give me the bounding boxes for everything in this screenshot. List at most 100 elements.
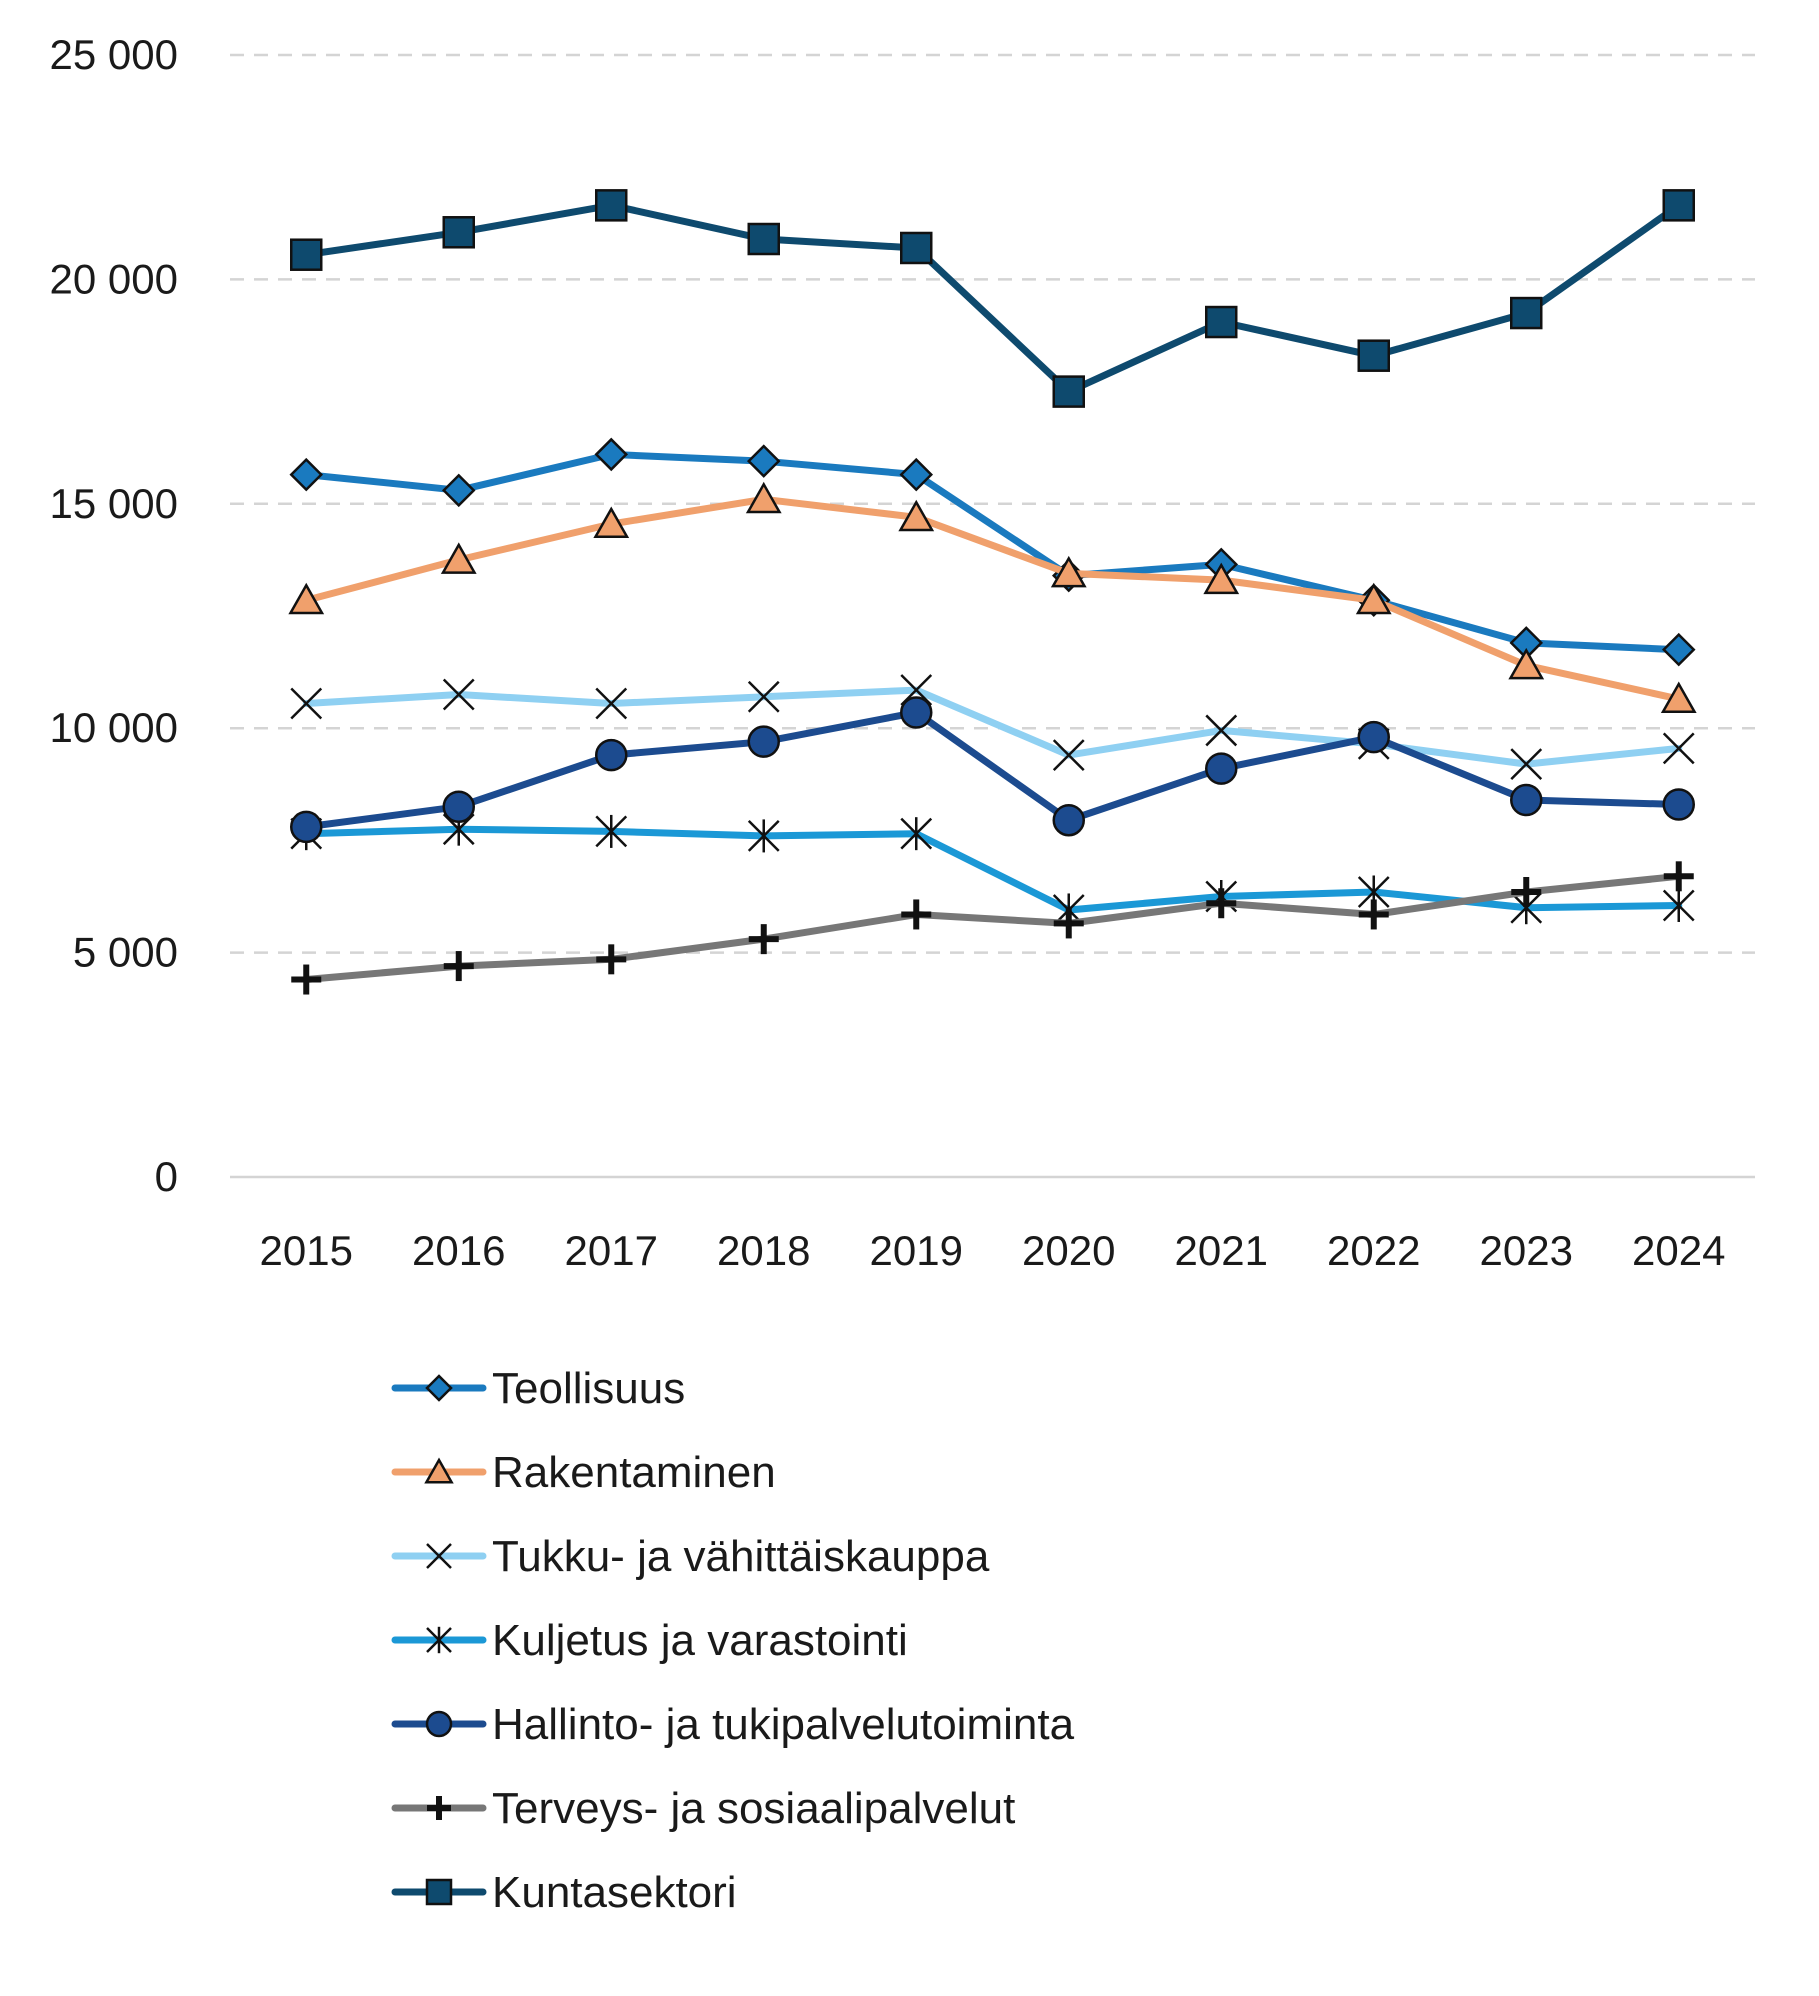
data-point [443,951,474,982]
x-tick-label: 2019 [870,1227,963,1274]
data-point [1358,899,1389,930]
data-point [1052,375,1085,408]
x-tick-label: 2015 [260,1227,353,1274]
data-point [289,457,324,492]
data-point [1662,888,1695,922]
data-point [1205,305,1238,339]
square-marker [425,1878,453,1906]
legend-item: Rakentaminen [391,1448,776,1497]
data-point [1508,647,1545,680]
series-line [302,450,1683,654]
data-point [1510,783,1543,817]
x-tick-label: 2024 [1632,1227,1725,1274]
legend-item: Terveys- ja sosiaalipalvelut [391,1784,1015,1833]
series-line [302,201,1683,396]
y-tick-label: 25 000 [50,31,178,78]
data-point [594,437,629,472]
data-point [745,481,782,514]
y-tick-label: 20 000 [50,255,178,302]
data-point [747,222,780,256]
data-point [1662,788,1695,821]
data-point [593,506,630,538]
data-point [1660,681,1697,714]
y-tick-label: 15 000 [50,480,178,527]
y-tick-label: 0 [155,1153,178,1200]
data-point [1357,339,1390,372]
x-tick-label: 2018 [717,1227,810,1274]
legend-label: Hallinto- ja tukipalvelutoiminta [492,1700,1075,1749]
data-point [1205,714,1238,747]
legend-label: Terveys- ja sosiaalipalvelut [492,1784,1015,1833]
series-line [302,495,1683,703]
x-axis-tick-labels: 2015 2016 2017 2018 2019 2020 2021 2022 2023 2024 [260,1227,1726,1274]
data-point [898,499,935,532]
series-lines [288,189,1697,995]
data-point [1052,739,1085,772]
data-point [900,696,933,729]
data-point [747,680,780,713]
data-point [900,231,933,265]
data-point [1357,720,1390,754]
data-point [1662,732,1695,765]
data-point [747,725,780,758]
data-point [1206,888,1237,919]
data-point [1662,189,1695,222]
data-point [595,189,628,222]
data-point [1511,877,1542,908]
data-point [441,473,476,508]
data-point [1661,632,1696,667]
x-tick-label: 2017 [565,1227,658,1274]
legend-label: Tukku- ja vähittäiskauppa [492,1532,990,1581]
plus-marker [427,1796,451,1820]
data-point [1053,908,1084,939]
series-6 [291,861,1694,995]
legend-label: Rakentaminen [492,1448,776,1497]
data-point [291,964,322,995]
series-line [302,872,1683,983]
series-line [302,686,1683,768]
data-point [290,810,323,844]
data-point [596,944,627,975]
legend-label: Kuntasektori [492,1868,737,1917]
star-marker [426,1626,452,1654]
data-point [899,457,934,492]
legend-label: Kuljetus ja varastointi [492,1616,908,1665]
data-point [290,687,323,720]
legend: Teollisuus Rakentaminen Tukku- ja vähittäi… [391,1364,1075,1917]
data-point [900,817,933,851]
data-point [595,687,628,720]
series-line [302,709,1683,831]
y-axis-tick-labels: 0 5 000 10 000 15 000 20 000 25 000 [50,31,178,1200]
legend-item: Kuljetus ja varastointi [391,1616,908,1665]
legend-item: Kuntasektori [391,1868,737,1917]
data-point [746,444,781,478]
data-point [1052,803,1085,837]
x-tick-label: 2021 [1175,1227,1268,1274]
legend-item: Hallinto- ja tukipalvelutoiminta [391,1700,1075,1749]
triangle-marker [424,1457,454,1484]
data-point [1355,582,1392,615]
y-tick-label: 5 000 [73,929,178,976]
data-point [1205,752,1238,785]
data-point [901,899,932,930]
data-point [290,238,323,271]
series-4 [290,812,1695,927]
y-tick-label: 10 000 [50,704,178,751]
data-point [442,678,475,711]
data-point [748,924,779,955]
series-1 [289,437,1696,667]
data-point [595,738,628,772]
series-2 [288,481,1697,714]
data-point [1510,748,1543,780]
data-point [747,819,780,853]
x-tick-label: 2020 [1022,1227,1115,1274]
x-tick-label: 2022 [1327,1227,1420,1274]
gridlines [230,53,1755,1179]
series-5 [290,696,1695,844]
data-point [440,542,477,574]
data-point [442,216,475,249]
data-point [1663,861,1694,892]
data-point [1203,562,1240,595]
x-marker [426,1543,452,1569]
